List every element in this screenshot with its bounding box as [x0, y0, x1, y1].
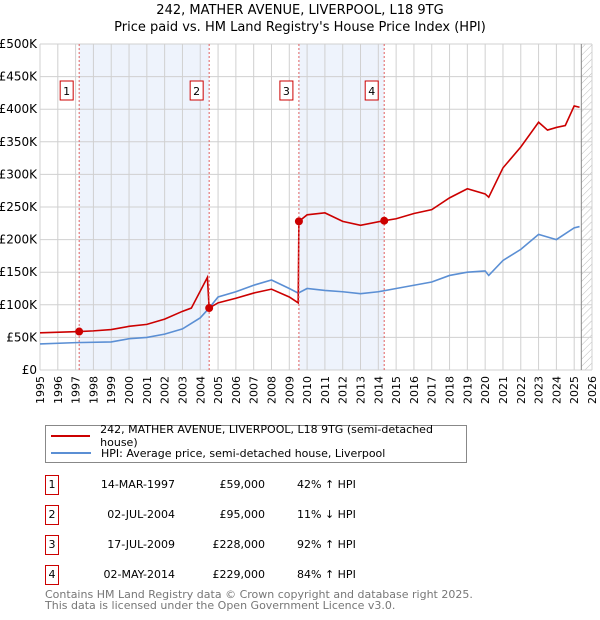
sale-label: 1 — [63, 85, 70, 98]
x-tick-label: 2026 — [586, 376, 599, 404]
x-tick-label: 2003 — [176, 376, 189, 404]
x-tick-label: 2023 — [533, 376, 546, 404]
sale-date: 17-JUL-2009 — [107, 538, 175, 551]
y-tick-label: £100K — [0, 298, 38, 312]
sale-label-box — [364, 80, 379, 101]
sale-hpi-diff: 84% ↑ HPI — [297, 568, 356, 581]
sale-number: 3 — [45, 535, 59, 555]
x-tick-label: 2002 — [159, 376, 172, 404]
sale-price: £59,000 — [219, 478, 266, 491]
y-tick-label: £300K — [0, 167, 38, 181]
x-tick-label: 1995 — [34, 376, 47, 404]
sale-price: £228,000 — [212, 538, 266, 551]
sale-label-box — [189, 80, 204, 101]
y-tick-label: £350K — [0, 135, 38, 149]
x-tick-label: 2010 — [301, 376, 314, 404]
series-line — [39, 105, 580, 334]
x-tick-label: 2016 — [408, 376, 421, 404]
chart: 1995 1996 1997 1998 1999 2000 2001 2002 2003 2004… — [0, 37, 599, 404]
sale-hpi-diff: 92% ↑ HPI — [297, 538, 356, 551]
chart-subtitle: Price paid vs. HM Land Registry's House … — [114, 20, 486, 35]
x-tick-label: 2013 — [355, 376, 368, 404]
x-tick-label: 2005 — [212, 376, 225, 404]
y-tick-label: £450K — [0, 70, 38, 84]
sale-price: £229,000 — [212, 568, 266, 581]
x-tick-label: 2017 — [426, 376, 439, 404]
x-tick-label: 2022 — [515, 376, 528, 404]
x-tick-label: 2021 — [497, 376, 510, 404]
y-tick-label: £50K — [6, 330, 38, 344]
footer: Contains HM Land Registry data © Crown c… — [45, 589, 473, 611]
legend-swatch-property — [51, 435, 91, 437]
x-tick-label: 2007 — [248, 376, 261, 404]
sale-point — [380, 216, 389, 225]
x-tick-label: 1996 — [52, 376, 65, 404]
x-tick-label: 2001 — [141, 376, 154, 404]
sale-date: 02-MAY-2014 — [103, 568, 175, 581]
sale-label-box — [59, 80, 74, 101]
chart-title: 242, MATHER AVENUE, LIVERPOOL, L18 9TG — [156, 3, 444, 18]
footer-line-2: This data is licensed under the Open Gov… — [45, 599, 396, 612]
y-tick-label: £500K — [0, 37, 38, 51]
x-tick-label: 2008 — [265, 376, 278, 404]
x-tick-label: 2011 — [319, 376, 332, 404]
x-tick-label: 1997 — [70, 376, 83, 404]
y-tick-label: £150K — [0, 265, 38, 279]
y-tick-label: £200K — [0, 233, 38, 247]
sale-label: 3 — [283, 85, 290, 98]
x-tick-label: 2015 — [390, 376, 403, 404]
legend-hpi: HPI: Average price, semi-detached house,… — [101, 446, 386, 460]
legend: 242, MATHER AVENUE, LIVERPOOL, L18 9TG (… — [45, 423, 467, 463]
sale-point — [205, 304, 214, 313]
x-tick-label: 2012 — [337, 376, 350, 404]
sale-label: 4 — [368, 85, 375, 98]
sale-label-box — [279, 80, 294, 101]
x-tick-label: 2020 — [479, 376, 492, 404]
sale-date: 02-JUL-2004 — [107, 508, 175, 521]
x-tick-label: 1998 — [87, 376, 100, 404]
sale-hpi-diff: 42% ↑ HPI — [297, 478, 356, 491]
sale-row: 3 17-JUL-2009 £228,000 92% ↑ HPI — [45, 535, 445, 555]
x-tick-label: 2004 — [194, 376, 207, 404]
y-tick-label: £400K — [0, 102, 38, 116]
x-tick-label: 2014 — [372, 376, 385, 404]
x-tick-label: 2000 — [123, 376, 136, 404]
x-tick-label: 2018 — [444, 376, 457, 404]
legend-property: 242, MATHER AVENUE, LIVERPOOL, L18 9TG (… — [100, 423, 433, 449]
sale-date: 14-MAR-1997 — [100, 478, 175, 491]
x-tick-label: 2019 — [461, 376, 474, 404]
legend-swatch-hpi — [51, 452, 91, 454]
sale-row: 2 02-JUL-2004 £95,000 11% ↓ HPI — [45, 505, 445, 525]
series-line — [39, 225, 580, 345]
sale-point — [75, 327, 84, 336]
footer-line-1: Contains HM Land Registry data © Crown c… — [45, 588, 473, 601]
sale-point — [294, 217, 303, 226]
sale-price: £95,000 — [219, 508, 266, 521]
x-tick-label: 2006 — [230, 376, 243, 404]
x-tick-label: 1999 — [105, 376, 118, 404]
x-tick-label: 2024 — [550, 376, 563, 404]
x-tick-label: 2009 — [283, 376, 296, 404]
sale-row: 1 14-MAR-1997 £59,000 42% ↑ HPI — [45, 475, 445, 495]
sale-hpi-diff: 11% ↓ HPI — [297, 508, 356, 521]
sale-number: 4 — [45, 565, 59, 585]
sale-number: 2 — [45, 505, 59, 525]
sale-label: 2 — [193, 85, 200, 98]
y-tick-label: £0 — [22, 363, 37, 377]
y-tick-label: £250K — [0, 200, 38, 214]
sale-number: 1 — [45, 475, 59, 495]
sale-row: 4 02-MAY-2014 £229,000 84% ↑ HPI — [45, 565, 445, 585]
x-tick-label: 2025 — [568, 376, 581, 404]
